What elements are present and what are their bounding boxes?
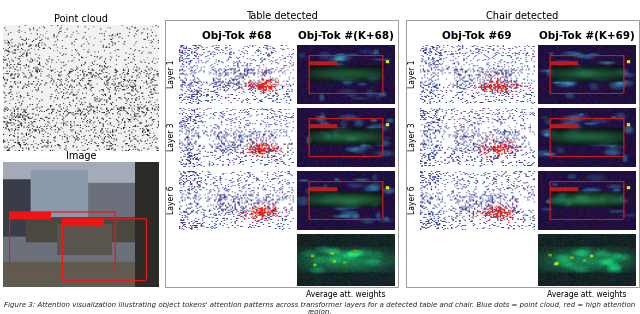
Text: Average att. weights: Average att. weights xyxy=(307,290,386,299)
Text: Obj-Tok #(K+69): Obj-Tok #(K+69) xyxy=(539,31,634,41)
Text: Chair detected: Chair detected xyxy=(486,11,558,21)
Text: Obj-Tok #69: Obj-Tok #69 xyxy=(442,31,512,41)
Text: Layer 6: Layer 6 xyxy=(167,186,176,214)
Text: Table detected: Table detected xyxy=(246,11,317,21)
Text: Obj-Tok #68: Obj-Tok #68 xyxy=(202,31,271,41)
Text: Average att. weights: Average att. weights xyxy=(547,290,627,299)
Text: Layer 1: Layer 1 xyxy=(408,59,417,88)
Text: Layer 3: Layer 3 xyxy=(167,122,176,151)
Text: Layer 1: Layer 1 xyxy=(167,59,176,88)
Title: Point cloud: Point cloud xyxy=(54,14,108,24)
Text: Layer 6: Layer 6 xyxy=(408,186,417,214)
Text: Obj-Tok #(K+68): Obj-Tok #(K+68) xyxy=(298,31,394,41)
Title: Image: Image xyxy=(66,151,96,161)
Text: Figure 3: Attention visualization illustrating object tokens' attention patterns: Figure 3: Attention visualization illust… xyxy=(4,301,636,314)
Text: Layer 3: Layer 3 xyxy=(408,122,417,151)
